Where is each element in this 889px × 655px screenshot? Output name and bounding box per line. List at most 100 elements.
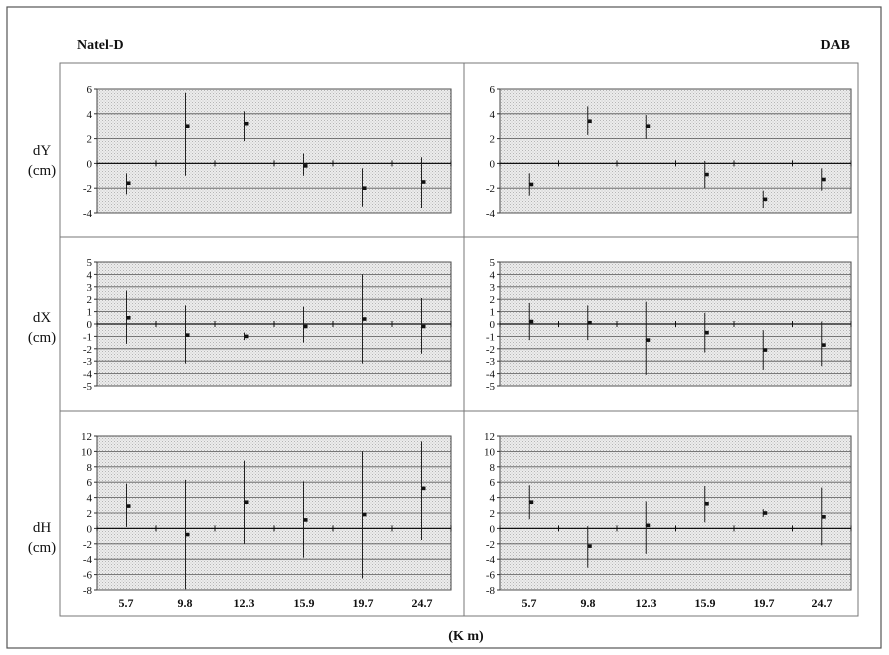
y-tick-label: 8 bbox=[490, 462, 496, 474]
y-tick-label: -2 bbox=[486, 539, 495, 551]
data-point bbox=[763, 197, 768, 202]
y-tick-label: 2 bbox=[87, 134, 93, 146]
y-tick-label: 6 bbox=[490, 84, 496, 96]
plot-area bbox=[96, 88, 452, 214]
data-point bbox=[244, 121, 249, 126]
row-label-dh: dH bbox=[33, 520, 52, 536]
panel-grid-frame bbox=[59, 62, 859, 617]
y-tick-label: -1 bbox=[83, 331, 92, 343]
y-tick-label: 4 bbox=[490, 493, 496, 505]
data-point bbox=[821, 343, 826, 347]
x-tick-label: 15.9 bbox=[294, 596, 315, 610]
y-tick-label: 4 bbox=[87, 109, 93, 121]
y-tick-label: -5 bbox=[486, 381, 496, 393]
y-tick-label: -3 bbox=[486, 356, 496, 368]
y-tick-label: 12 bbox=[484, 431, 495, 443]
y-tick-label: 2 bbox=[490, 294, 496, 306]
data-point bbox=[303, 164, 308, 168]
data-point bbox=[704, 501, 709, 506]
x-tick-label: 5.7 bbox=[522, 596, 537, 610]
data-point bbox=[646, 124, 651, 128]
y-tick-label: -2 bbox=[83, 344, 92, 356]
y-tick-label: 2 bbox=[87, 508, 93, 520]
y-tick-label: -4 bbox=[83, 208, 93, 220]
column-title-left: Natel-D bbox=[77, 38, 124, 53]
plot-dh-natel: -8 -6 -4 -2 0 2 4 6 8 10 12 bbox=[81, 431, 452, 597]
data-point bbox=[646, 523, 651, 528]
x-tick-label: 19.7 bbox=[754, 596, 775, 610]
y-tick-label: 2 bbox=[490, 134, 496, 146]
row-label-dx-unit: (cm) bbox=[28, 330, 56, 346]
data-point bbox=[529, 319, 534, 324]
y-tick-label: 8 bbox=[87, 462, 93, 474]
x-tick-label: 24.7 bbox=[812, 596, 833, 610]
data-point bbox=[704, 330, 709, 335]
data-point bbox=[646, 338, 651, 342]
x-tick-label: 9.8 bbox=[581, 596, 596, 610]
y-tick-label: 6 bbox=[490, 477, 496, 489]
y-tick-label: 4 bbox=[490, 269, 496, 281]
data-point bbox=[244, 500, 249, 505]
x-tick-label: 24.7 bbox=[412, 596, 433, 610]
data-point bbox=[529, 182, 534, 187]
data-point bbox=[362, 186, 367, 190]
data-point bbox=[529, 500, 534, 505]
y-tick-label: -2 bbox=[486, 344, 495, 356]
y-tick-label: 0 bbox=[490, 319, 496, 331]
y-tick-label: -1 bbox=[486, 331, 495, 343]
data-point bbox=[587, 544, 592, 548]
y-tick-label: 0 bbox=[87, 158, 93, 170]
y-tick-label: -3 bbox=[83, 356, 93, 368]
data-point bbox=[185, 532, 190, 537]
data-point bbox=[421, 180, 426, 184]
y-tick-label: 6 bbox=[87, 84, 93, 96]
y-tick-label: -2 bbox=[83, 539, 92, 551]
y-tick-label: 5 bbox=[490, 257, 496, 269]
y-tick-label: -4 bbox=[83, 369, 93, 381]
y-tick-label: -4 bbox=[486, 208, 496, 220]
y-tick-label: 0 bbox=[87, 523, 93, 535]
y-tick-label: 12 bbox=[81, 431, 92, 443]
y-tick-label: 4 bbox=[87, 493, 93, 505]
y-tick-label: 0 bbox=[490, 523, 496, 535]
data-point bbox=[587, 320, 592, 325]
y-tick-label: -4 bbox=[83, 554, 93, 566]
data-point bbox=[126, 504, 131, 508]
data-point bbox=[303, 324, 308, 329]
y-tick-label: 1 bbox=[87, 307, 93, 319]
data-point bbox=[763, 511, 768, 515]
y-tick-label: -4 bbox=[486, 369, 496, 381]
data-point bbox=[421, 486, 426, 491]
x-tick-labels-left: 5.7 9.8 12.3 15.9 19.7 24.7 bbox=[119, 596, 433, 610]
data-point bbox=[821, 515, 826, 519]
data-point bbox=[362, 512, 367, 517]
y-tick-label: 5 bbox=[87, 257, 93, 269]
plot-dy-natel: -4 -2 0 2 4 6 bbox=[83, 84, 452, 220]
y-tick-label: 2 bbox=[87, 294, 93, 306]
y-tick-label: 3 bbox=[87, 282, 93, 294]
data-point bbox=[185, 124, 190, 128]
y-tick-label: 10 bbox=[484, 446, 496, 458]
x-tick-label: 12.3 bbox=[636, 596, 657, 610]
x-tick-label: 5.7 bbox=[119, 596, 134, 610]
plot-dh-dab: -8 -6 -4 -2 0 2 4 6 8 10 12 bbox=[484, 431, 852, 597]
y-tick-label: 3 bbox=[490, 282, 496, 294]
y-tick-label: 1 bbox=[490, 307, 496, 319]
data-point bbox=[244, 334, 249, 339]
data-point bbox=[763, 348, 768, 352]
row-label-dy-unit: (cm) bbox=[28, 163, 56, 179]
row-label-dy: dY bbox=[33, 143, 52, 159]
data-point bbox=[303, 518, 308, 522]
y-tick-label: -4 bbox=[486, 554, 496, 566]
data-point bbox=[587, 119, 592, 124]
y-tick-label: -8 bbox=[83, 585, 93, 597]
y-tick-label: -8 bbox=[486, 585, 496, 597]
y-tick-label: 0 bbox=[490, 158, 496, 170]
y-tick-label: 2 bbox=[490, 508, 496, 520]
row-label-dh-unit: (cm) bbox=[28, 540, 56, 556]
y-tick-label: 6 bbox=[87, 477, 93, 489]
data-point bbox=[362, 317, 367, 321]
